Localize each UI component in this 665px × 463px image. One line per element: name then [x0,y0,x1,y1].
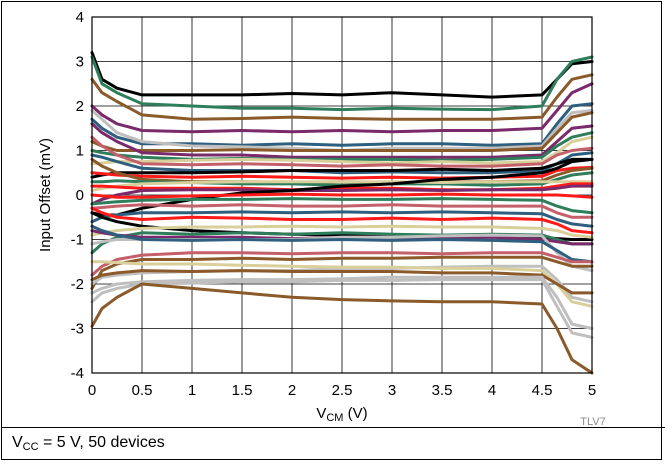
x-tick-label: 2.5 [332,382,353,399]
y-axis-label: Input Offset (mV) [37,138,54,252]
device-series-31 [90,224,594,264]
device-series-1 [90,51,594,99]
x-tick-label: 0 [88,382,96,399]
y-tick-label: -2 [71,276,84,293]
x-tick-label: 3.5 [432,382,453,399]
y-tick-label: 4 [76,9,84,26]
y-tick-label: 3 [76,54,84,71]
x-tick-label: 3 [388,382,396,399]
x-tick-label: 2 [288,382,296,399]
x-tick-label: 1 [188,382,196,399]
device-series-25 [90,206,594,235]
x-axis-label: VCM (V) [316,405,367,424]
device-series-5 [90,102,594,147]
y-tick-labels: 4 3 2 1 0 -1 -2 -3 -4 [71,9,84,382]
device-series-7 [90,111,594,152]
x-tick-label: 4.5 [532,382,553,399]
device-series-37 [90,275,594,330]
x-tick-labels: 0 0.5 1 1.5 2 2.5 3 3.5 4 4.5 5 [88,382,596,399]
x-tick-label: 0.5 [132,382,153,399]
device-series-17 [90,180,594,192]
device-series-13 [90,157,594,179]
device-series-3 [90,73,594,121]
device-series-38 [90,278,594,339]
device-series-21 [90,192,594,199]
device-series-39 [90,282,594,375]
x-tick-label: 5 [588,382,596,399]
y-tick-label: 1 [76,143,84,160]
x-tick-label: 4 [488,382,496,399]
device-series-23 [90,203,594,219]
device-series-27 [90,224,594,239]
series-group [90,51,594,375]
figure-tag: TLV7 [580,416,605,428]
device-series-22 [90,197,594,215]
device-series-11 [90,135,594,168]
y-tick-label: -3 [71,321,84,338]
y-tick-label: -4 [71,365,84,382]
device-series-4 [90,82,594,134]
caption-separator [1,427,665,428]
plot-area [91,16,593,374]
x-tick-label: 1.5 [232,382,253,399]
device-series-18 [90,182,594,192]
device-series-32 [90,251,594,277]
y-tick-label: -1 [71,232,84,249]
device-series-9 [90,131,594,162]
device-series-8 [90,122,594,159]
y-tick-label: 0 [76,187,84,204]
device-series-2 [90,55,594,112]
caption: VCC = 5 V, 50 devices [12,434,165,453]
device-series-10 [90,135,594,166]
device-series-24 [90,210,594,228]
device-series-36 [90,269,594,295]
y-tick-label: 2 [76,98,84,115]
device-series-19 [90,184,594,206]
